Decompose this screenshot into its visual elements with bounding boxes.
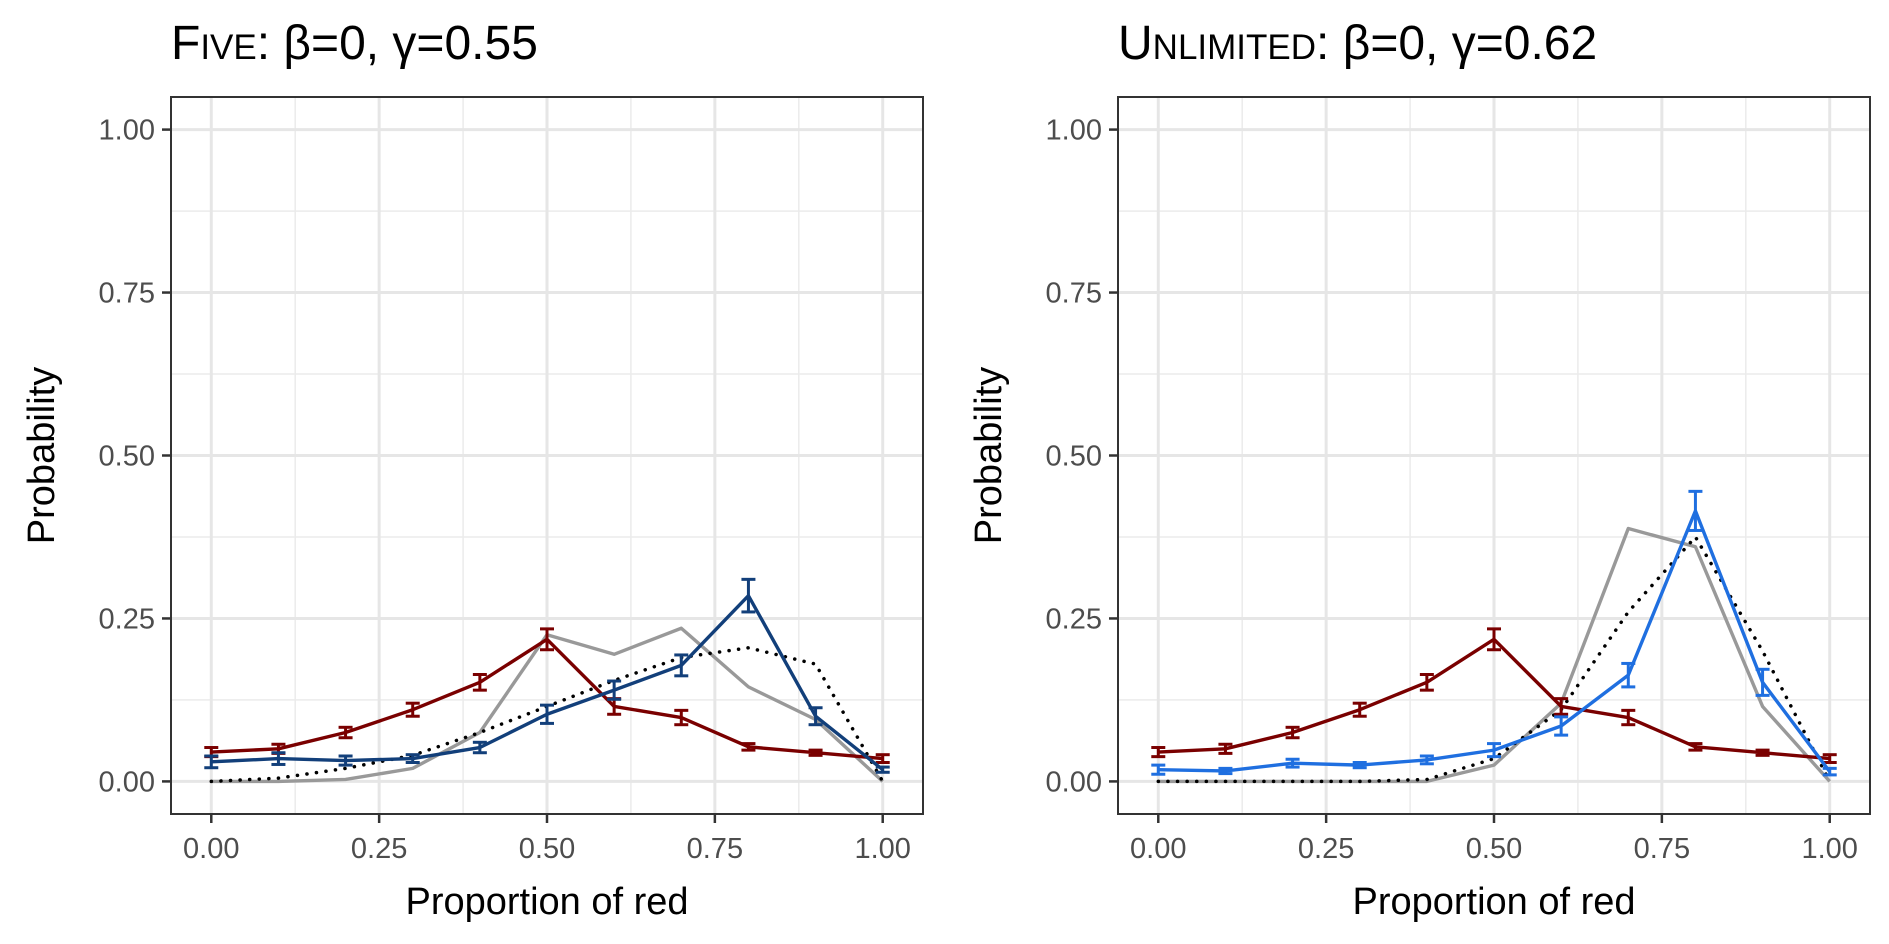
- x-tick-label: 1.00: [1801, 833, 1857, 865]
- chart-title: FIVE: β=0, γ=0.55: [171, 17, 538, 70]
- y-tick-label: 0.25: [1046, 603, 1102, 635]
- error-bar: [540, 703, 554, 725]
- error-bar: [1218, 766, 1233, 776]
- error-bar: [674, 653, 689, 678]
- error-bar: [741, 742, 756, 752]
- y-tick-label: 0.50: [99, 441, 155, 473]
- x-tick-label: 0.75: [1634, 833, 1690, 865]
- error-bar: [1822, 766, 1837, 777]
- panel-2: 0.00 0.25 0.50 0.75 1.00 0.00 0.25 0.50 0.75 1.00…: [968, 17, 1871, 923]
- error-bar: [1218, 742, 1233, 755]
- error-bar: [338, 725, 353, 740]
- error-bar: [1352, 701, 1367, 718]
- error-bar: [271, 751, 286, 766]
- y-tick-label: 1.00: [1046, 115, 1102, 147]
- y-tick-label: 0.00: [1046, 766, 1102, 798]
- error-bar: [875, 765, 890, 774]
- chart-title: UNLIMITED: β=0, γ=0.62: [1118, 17, 1597, 70]
- error-bar: [338, 754, 353, 767]
- series-line: [1158, 526, 1831, 784]
- panel-1: 0.00 0.25 0.50 0.75 1.00 0.00 0.25 0.50 0.75 1.00…: [21, 17, 924, 923]
- series-4: [1151, 489, 1837, 777]
- error-bar: [204, 754, 219, 770]
- title-params: : β=0, γ=0.62: [1316, 17, 1597, 70]
- error-bar: [405, 701, 420, 718]
- error-bar: [1621, 661, 1636, 689]
- error-bar: [607, 679, 622, 701]
- y-axis-title: Probability: [968, 367, 1010, 544]
- error-bar: [808, 706, 823, 727]
- y-axis-title: Probability: [21, 367, 63, 544]
- grid: [1118, 97, 1870, 814]
- error-bar: [1352, 761, 1367, 770]
- error-bar: [472, 673, 487, 692]
- y-tick-label: 0.00: [99, 766, 155, 798]
- error-bar: [1688, 489, 1703, 532]
- error-bar: [875, 753, 890, 765]
- error-bar: [741, 577, 756, 614]
- error-bar: [674, 708, 689, 727]
- error-bar: [405, 753, 420, 765]
- x-axis-title: Proportion of red: [1352, 881, 1635, 923]
- error-bar: [1285, 757, 1300, 769]
- error-bar: [808, 748, 823, 757]
- error-bar: [472, 740, 487, 755]
- error-bar: [540, 627, 554, 652]
- error-bar: [1419, 754, 1434, 766]
- y-tick-label: 0.75: [99, 278, 155, 310]
- series-1: [1158, 526, 1831, 784]
- y-tick-label: 0.25: [99, 603, 155, 635]
- y-tick-label: 0.75: [1046, 278, 1102, 310]
- title-word-rest: NLIMITED: [1153, 28, 1316, 67]
- x-tick-label: 0.50: [519, 833, 575, 865]
- x-tick-label: 0.25: [1298, 833, 1354, 865]
- x-tick-label: 1.00: [854, 833, 910, 865]
- series-3: [1151, 627, 1837, 765]
- title-word-initial: F: [171, 17, 200, 70]
- error-bar: [1755, 667, 1770, 697]
- title-word-initial: U: [1118, 17, 1153, 70]
- x-tick-label: 0.50: [1466, 833, 1522, 865]
- error-bar: [1151, 746, 1166, 759]
- error-bar: [1621, 708, 1636, 727]
- error-bar: [1554, 715, 1569, 737]
- y-tick-label: 0.50: [1046, 441, 1102, 473]
- error-bar: [1285, 725, 1300, 740]
- x-axis-title: Proportion of red: [405, 881, 688, 923]
- error-bar: [1554, 697, 1569, 716]
- error-bar: [1688, 742, 1703, 752]
- title-params: : β=0, γ=0.55: [257, 17, 538, 70]
- x-tick-label: 0.75: [687, 833, 743, 865]
- error-bar: [1822, 753, 1837, 765]
- error-bar: [1487, 742, 1501, 759]
- error-bar: [1487, 627, 1501, 652]
- grid: [171, 97, 923, 814]
- error-bar: [1419, 673, 1434, 692]
- series-4: [204, 577, 890, 774]
- x-tick-label: 0.00: [1130, 833, 1186, 865]
- title-word-rest: IVE: [200, 28, 256, 67]
- y-tick-label: 1.00: [99, 115, 155, 147]
- x-tick-label: 0.00: [183, 833, 239, 865]
- error-bar: [1151, 763, 1166, 776]
- error-bar: [1755, 748, 1770, 757]
- x-tick-label: 0.25: [351, 833, 407, 865]
